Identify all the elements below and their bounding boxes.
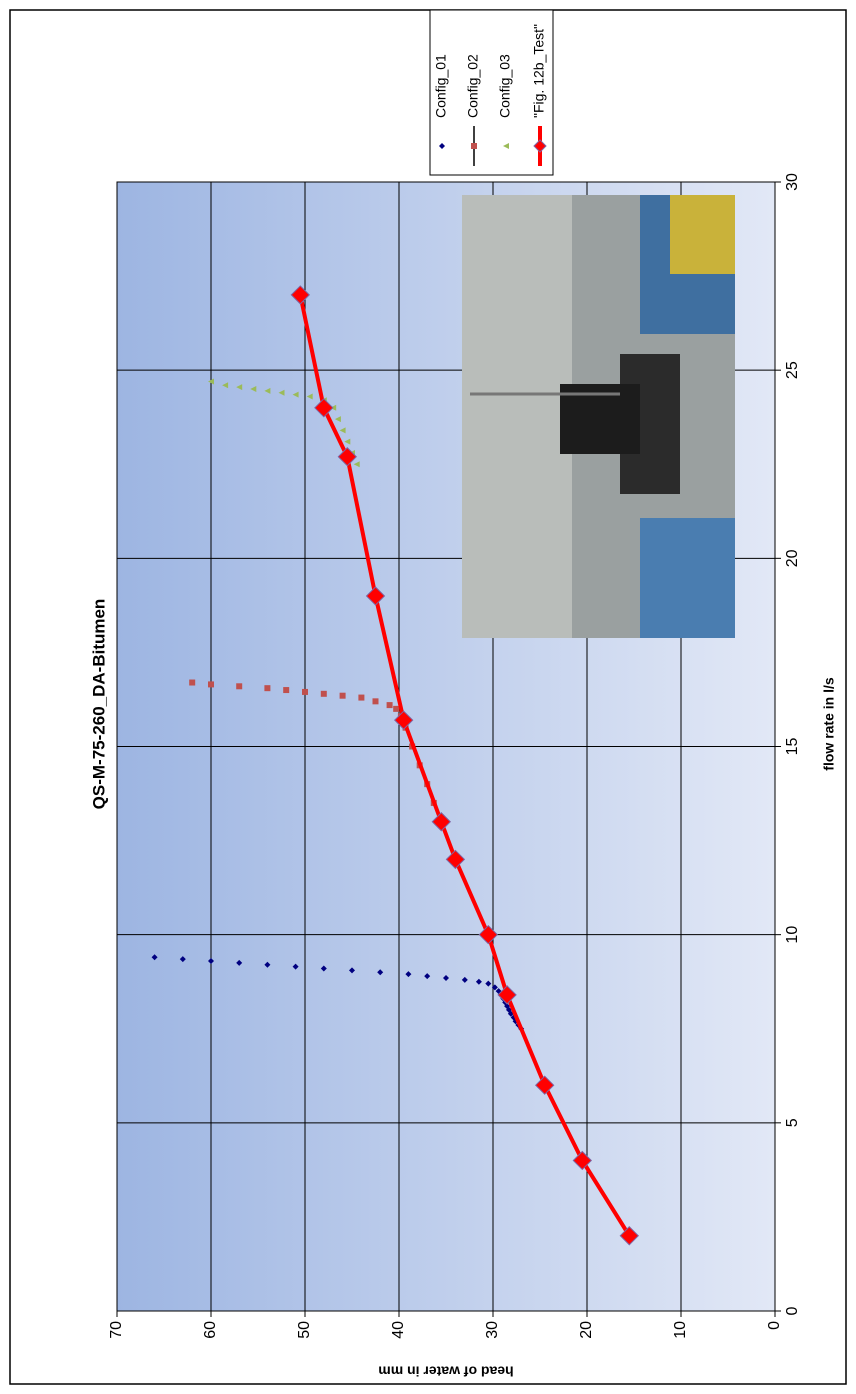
point bbox=[358, 695, 364, 701]
point bbox=[264, 685, 270, 691]
x-axis-label: flow rate in l/s bbox=[821, 677, 837, 771]
legend-swatch bbox=[471, 143, 477, 149]
y-tick-label: 50 bbox=[296, 1321, 313, 1339]
y-tick-label: 10 bbox=[672, 1321, 689, 1339]
legend-label: Config_03 bbox=[497, 54, 513, 118]
point bbox=[321, 691, 327, 697]
y-tick-label: 0 bbox=[766, 1321, 783, 1330]
point bbox=[373, 698, 379, 704]
y-tick-label: 20 bbox=[578, 1321, 595, 1339]
legend-label: Config_01 bbox=[433, 54, 449, 118]
point bbox=[393, 706, 399, 712]
x-tick-label: 30 bbox=[784, 173, 801, 191]
point bbox=[236, 683, 242, 689]
point bbox=[340, 693, 346, 699]
x-tick-label: 10 bbox=[784, 926, 801, 944]
point bbox=[387, 702, 393, 708]
y-tick-label: 60 bbox=[202, 1321, 219, 1339]
x-tick-label: 0 bbox=[784, 1306, 801, 1315]
point bbox=[302, 689, 308, 695]
point bbox=[283, 687, 289, 693]
x-tick-label: 25 bbox=[784, 361, 801, 379]
point bbox=[189, 680, 195, 686]
chart: QS-M-75-260_DA-Bitumen flow rate in l/s … bbox=[0, 0, 856, 1394]
point bbox=[208, 681, 214, 687]
rotated-chart: QS-M-75-260_DA-Bitumen flow rate in l/s … bbox=[10, 10, 846, 1384]
x-tick-label: 20 bbox=[784, 549, 801, 567]
chart-title: QS-M-75-260_DA-Bitumen bbox=[89, 599, 108, 810]
x-tick-label: 15 bbox=[784, 738, 801, 756]
y-tick-label: 40 bbox=[390, 1321, 407, 1339]
legend-label: "Fig. 12b_Test" bbox=[531, 24, 547, 118]
x-tick-label: 5 bbox=[784, 1118, 801, 1127]
y-axis-label: head of water in mm bbox=[378, 1363, 513, 1379]
legend-label: Config_02 bbox=[465, 54, 481, 118]
photo-inset bbox=[462, 195, 735, 638]
y-tick-label: 30 bbox=[484, 1321, 501, 1339]
y-tick-label: 70 bbox=[108, 1321, 125, 1339]
